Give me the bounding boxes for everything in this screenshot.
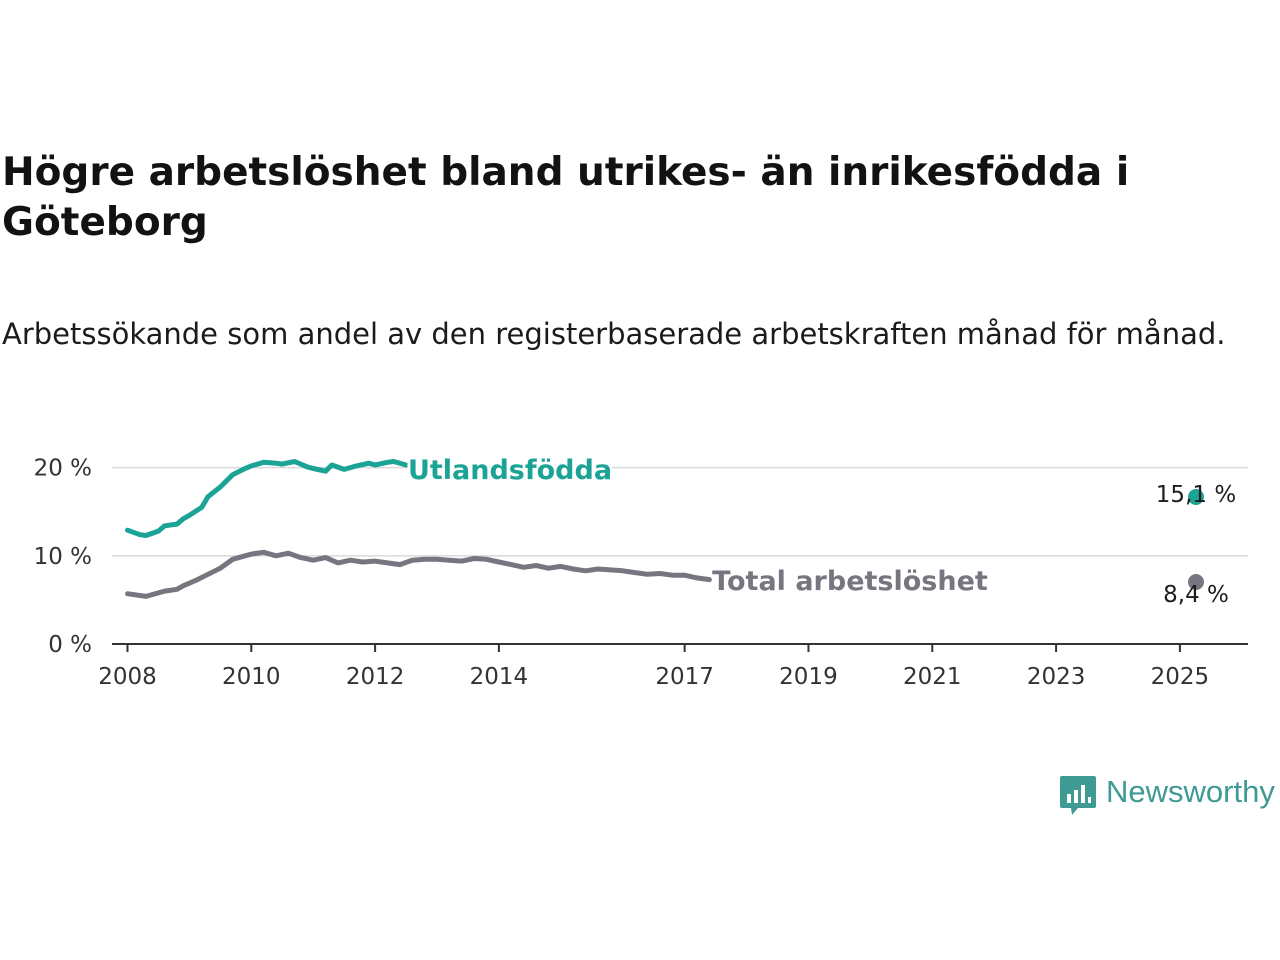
series-lines <box>125 459 712 599</box>
y-axis-tick-labels: 0 % 10 % 20 % <box>34 456 92 658</box>
x-tick-label: 2012 <box>346 664 405 690</box>
x-tick-label: 2023 <box>1027 664 1086 690</box>
end-point <box>1188 489 1204 505</box>
y-tick-label: 0 % <box>48 632 92 658</box>
end-point <box>1188 574 1204 590</box>
end-value-label: 8,4 % <box>1163 582 1229 608</box>
chart-subtitle: Arbetssökande som andel av den registerb… <box>2 317 1226 351</box>
x-tick-label: 2021 <box>903 664 962 690</box>
series-line-utlandsfodda <box>125 459 409 538</box>
y-tick-label: 20 % <box>34 456 92 482</box>
x-tick-label: 2019 <box>779 664 838 690</box>
x-tick-label: 2014 <box>470 664 529 690</box>
series-line-total <box>125 549 712 599</box>
x-tick-label: 2025 <box>1151 664 1210 690</box>
newsworthy-logo: Newsworthy <box>1058 774 1280 820</box>
x-tick-label: 2010 <box>222 664 281 690</box>
end-value-label: 15,1 % <box>1156 482 1236 508</box>
gridlines <box>112 466 1248 557</box>
x-axis: 2008 2010 2012 2014 2017 2019 2021 2023 2025 <box>98 643 1248 690</box>
series-label: Utlandsfödda <box>408 455 612 486</box>
series-label: Total arbetslöshet <box>712 566 988 597</box>
x-tick-label: 2017 <box>655 664 714 690</box>
brand-name: Newsworthy <box>1106 774 1275 809</box>
x-tick-label: 2008 <box>98 664 157 690</box>
y-tick-label: 10 % <box>34 544 92 570</box>
chart-title: Högre arbetslöshet bland utrikes- än inr… <box>2 150 1130 245</box>
line-chart: 0 % 10 % 20 % 2008 2010 2012 2014 2017 2019 2021… <box>34 452 1248 690</box>
bar-chart-speech-bubble-icon <box>1060 776 1096 815</box>
series-labels: Utlandsfödda 15,1 % Total arbetslöshet 8,4 … <box>405 452 1236 608</box>
